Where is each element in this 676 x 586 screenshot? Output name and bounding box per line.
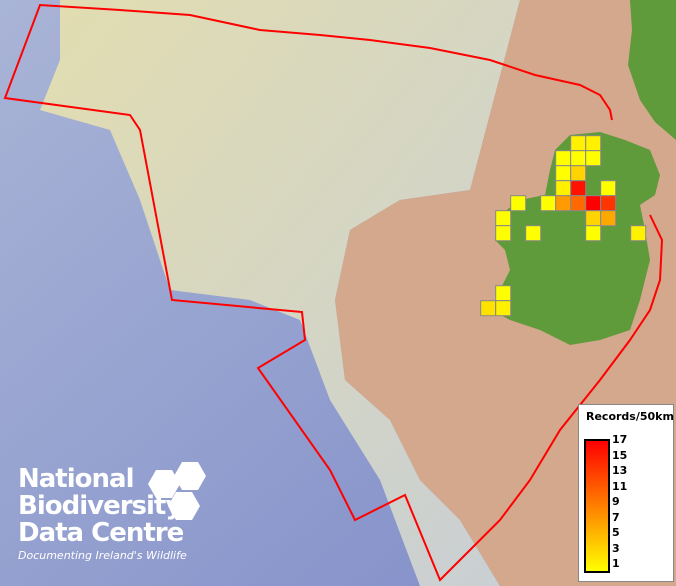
record-cell[interactable]	[495, 300, 512, 317]
record-cell[interactable]	[570, 165, 587, 182]
record-cell[interactable]	[495, 285, 512, 302]
legend-tick: 5	[612, 526, 620, 539]
record-cell[interactable]	[585, 150, 602, 167]
record-cell[interactable]	[495, 225, 512, 242]
record-cell[interactable]	[570, 135, 587, 152]
record-cell[interactable]	[600, 210, 617, 227]
record-cell[interactable]	[585, 210, 602, 227]
record-cell[interactable]	[510, 195, 527, 212]
hexagon-emblem-icon	[148, 462, 206, 520]
legend-tick: 1	[612, 557, 620, 570]
logo-line3: Data Centre	[18, 518, 184, 548]
record-cell[interactable]	[585, 195, 602, 212]
legend-tick: 13	[612, 464, 628, 477]
record-cell[interactable]	[570, 150, 587, 167]
legend-title: Records/50km	[586, 410, 674, 423]
record-cell[interactable]	[495, 210, 512, 227]
legend-tick: 3	[612, 541, 620, 555]
record-cell[interactable]	[480, 300, 497, 317]
record-cell[interactable]	[585, 135, 602, 152]
continental-shelf	[40, 0, 520, 586]
record-cell[interactable]	[540, 195, 557, 212]
nbdc-logo: National Biodiversity Data Centre Docume…	[18, 462, 206, 562]
legend-color-bar	[584, 439, 610, 573]
ireland-land	[495, 132, 660, 345]
logo-line2: Biodiversity	[18, 491, 182, 521]
logo-line1: National	[18, 464, 134, 494]
record-cell[interactable]	[570, 180, 587, 197]
legend-tick: 7	[612, 510, 620, 524]
legend-tick: 9	[612, 495, 620, 508]
record-cell[interactable]	[585, 225, 602, 242]
record-cell[interactable]	[555, 150, 572, 167]
legend-tick: 17	[612, 433, 628, 446]
record-cell[interactable]	[555, 165, 572, 182]
legend-tick: 15	[612, 448, 628, 462]
record-cell[interactable]	[630, 225, 647, 242]
record-grid	[480, 135, 647, 317]
record-cell[interactable]	[600, 180, 617, 197]
logo-tagline: Documenting Ireland's Wildlife	[18, 549, 187, 562]
legend: Records/50km 17 15 13 11 9 7 5 3 1	[578, 404, 674, 582]
record-cell[interactable]	[525, 225, 542, 242]
britain-land	[628, 0, 676, 140]
record-cell[interactable]	[570, 195, 587, 212]
record-cell[interactable]	[555, 180, 572, 197]
legend-tick: 11	[612, 479, 628, 493]
record-cell[interactable]	[600, 195, 617, 212]
record-cell[interactable]	[555, 195, 572, 212]
